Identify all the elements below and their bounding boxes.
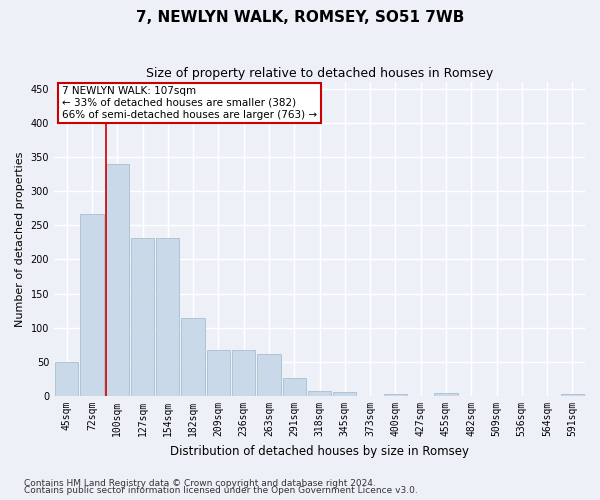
Bar	[232, 350, 256, 396]
Bar	[561, 394, 584, 396]
Bar	[434, 394, 458, 396]
Bar	[257, 354, 281, 396]
Bar	[131, 238, 154, 396]
Bar	[55, 362, 79, 396]
Bar	[283, 378, 306, 396]
Y-axis label: Number of detached properties: Number of detached properties	[15, 151, 25, 326]
Bar	[106, 164, 129, 396]
Bar	[80, 214, 104, 396]
Text: 7 NEWLYN WALK: 107sqm
← 33% of detached houses are smaller (382)
66% of semi-det: 7 NEWLYN WALK: 107sqm ← 33% of detached …	[62, 86, 317, 120]
Bar	[333, 392, 356, 396]
Bar	[384, 394, 407, 396]
Text: Contains public sector information licensed under the Open Government Licence v3: Contains public sector information licen…	[24, 486, 418, 495]
Bar	[207, 350, 230, 396]
Text: Contains HM Land Registry data © Crown copyright and database right 2024.: Contains HM Land Registry data © Crown c…	[24, 478, 376, 488]
Text: 7, NEWLYN WALK, ROMSEY, SO51 7WB: 7, NEWLYN WALK, ROMSEY, SO51 7WB	[136, 10, 464, 25]
X-axis label: Distribution of detached houses by size in Romsey: Distribution of detached houses by size …	[170, 444, 469, 458]
Bar	[156, 238, 179, 396]
Title: Size of property relative to detached houses in Romsey: Size of property relative to detached ho…	[146, 68, 493, 80]
Bar	[181, 318, 205, 396]
Bar	[308, 392, 331, 396]
